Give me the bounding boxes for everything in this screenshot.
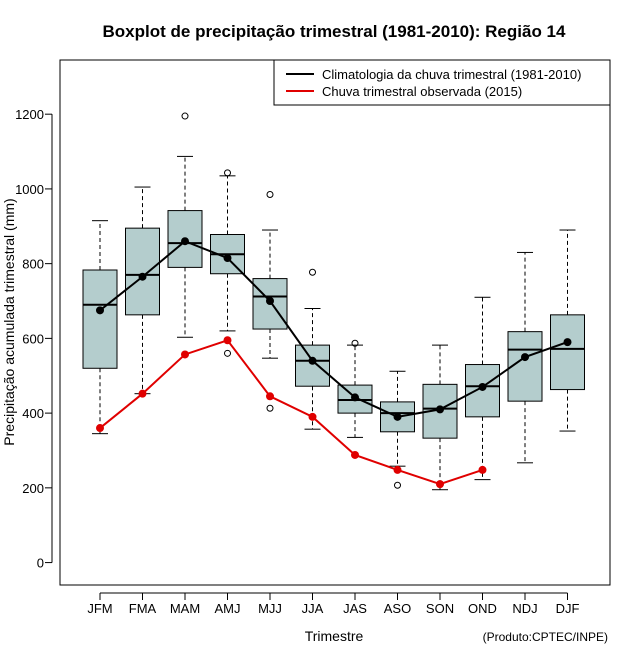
outlier-point: [181, 112, 189, 120]
x-tick-label: JJA: [302, 601, 324, 616]
box-jas: [337, 339, 373, 438]
outlier-point: [266, 191, 274, 199]
y-tick-label: 1200: [15, 107, 44, 122]
box-fma: [125, 186, 160, 395]
y-tick-label: 400: [22, 406, 44, 421]
x-tick-label: NDJ: [512, 601, 537, 616]
series-point-observed: [223, 336, 232, 345]
series-point-climatology: [436, 405, 444, 414]
legend-label-observed: Chuva trimestral observada (2015): [322, 84, 522, 99]
series-point-observed: [436, 480, 444, 489]
outlier-point: [394, 481, 401, 489]
series-point-climatology: [478, 382, 487, 391]
series-point-climatology: [308, 356, 317, 365]
box-group: [82, 112, 585, 491]
y-axis: 0 200 400 600 800 1000 1200: [15, 107, 53, 571]
box-iqr: [507, 331, 543, 402]
legend-frame: [273, 59, 611, 106]
series-point-climatology: [563, 338, 572, 347]
y-tick-label: 200: [22, 481, 44, 496]
legend: Climatologia da chuva trimestral (1981-2…: [273, 59, 611, 106]
series-lines: [96, 237, 572, 489]
series-point-observed: [351, 450, 359, 459]
series-line-climatology: [99, 240, 568, 418]
series-point-observed: [393, 465, 402, 474]
credit-label: (Produto:CPTEC/INPE): [483, 630, 608, 644]
box-jja: [295, 268, 330, 430]
x-tick-label: SON: [426, 601, 454, 616]
y-axis-label: Precipitação acumulada trimestral (mm): [1, 198, 17, 445]
series-point-climatology: [266, 297, 274, 306]
box-iqr: [550, 314, 585, 391]
y-tick-label: 800: [22, 257, 44, 272]
legend-label-climatology: Climatologia da chuva trimestral (1981-2…: [322, 67, 581, 82]
x-tick-label: MJJ: [258, 601, 282, 616]
y-tick-label: 1000: [15, 182, 44, 197]
outlier-point: [224, 169, 231, 177]
series-point-climatology: [181, 237, 189, 246]
series-point-observed: [181, 350, 189, 359]
box-djf: [550, 229, 585, 432]
box-ndj: [507, 251, 543, 464]
series-point-climatology: [138, 272, 147, 281]
box-iqr: [125, 227, 160, 316]
series-point-observed: [308, 412, 317, 421]
x-tick-label: ASO: [384, 601, 411, 616]
series-point-observed: [96, 424, 104, 433]
series-point-climatology: [393, 412, 402, 421]
outlier-point: [309, 268, 316, 276]
box-jfm: [82, 220, 118, 435]
series-point-climatology: [96, 306, 104, 315]
series-point-climatology: [351, 393, 359, 402]
x-tick-label: AMJ: [215, 601, 241, 616]
box-son: [422, 344, 458, 491]
x-axis: JFM FMA MAM AMJ MJJ JJA JAS ASO SON OND NDJ DJF: [87, 592, 580, 616]
outlier-point: [351, 339, 359, 347]
series-point-observed: [478, 465, 487, 474]
series-point-observed: [266, 392, 274, 401]
outlier-point: [266, 404, 274, 412]
y-tick-label: 0: [37, 556, 44, 571]
box-mam: [167, 112, 203, 338]
x-tick-label: MAM: [170, 601, 200, 616]
x-axis-label: Trimestre: [305, 628, 364, 644]
y-tick-label: 600: [22, 331, 44, 346]
series-point-observed: [138, 389, 147, 398]
box-amj: [210, 169, 245, 357]
box-iqr: [295, 344, 330, 387]
x-tick-label: JAS: [343, 601, 367, 616]
series-point-climatology: [521, 353, 529, 362]
box-iqr: [167, 210, 203, 268]
x-tick-label: DJF: [556, 601, 580, 616]
x-tick-label: OND: [468, 601, 497, 616]
chart-title: Boxplot de precipitação trimestral (1981…: [103, 22, 566, 41]
x-tick-label: JFM: [87, 601, 112, 616]
series-point-climatology: [223, 254, 232, 263]
box-iqr: [82, 269, 118, 369]
outlier-point: [224, 349, 231, 357]
x-tick-label: FMA: [129, 601, 157, 616]
series-line-observed: [99, 339, 483, 486]
